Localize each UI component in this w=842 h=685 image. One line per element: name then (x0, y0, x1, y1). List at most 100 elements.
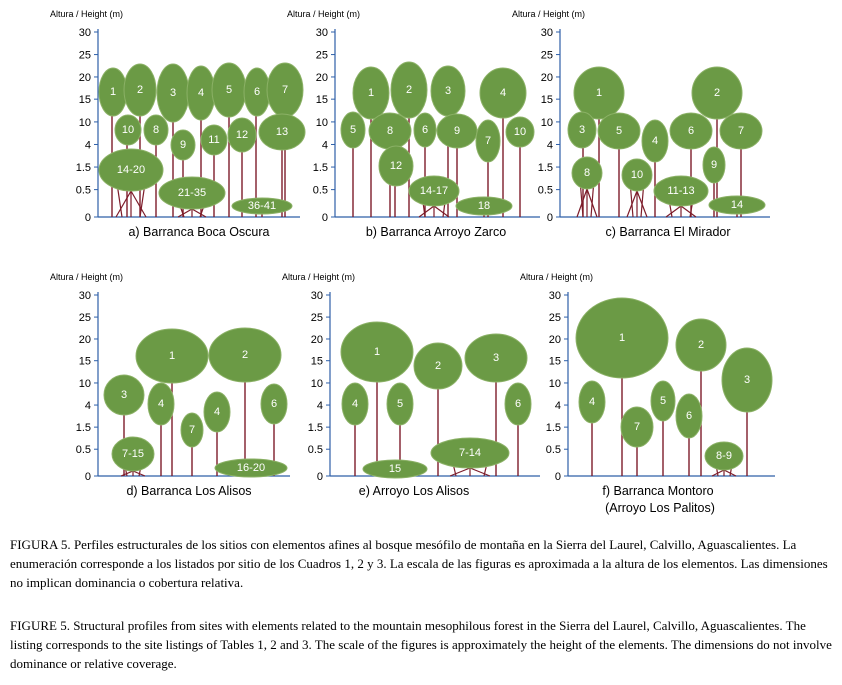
tree-crown-2 (675, 318, 727, 372)
tree-crown-7 (719, 112, 763, 150)
tree-crown-4 (578, 380, 606, 424)
y-tick-label: 10 (549, 378, 561, 390)
tree-crown-1 (352, 66, 390, 120)
tree-stem (191, 208, 207, 218)
tree-label: 12 (390, 160, 402, 172)
tree-stem (665, 205, 682, 218)
tree-crown-8 (571, 156, 603, 190)
tree-crown-11 (200, 124, 228, 156)
tree-label: 4 (352, 398, 358, 410)
tree-label: 14-20 (117, 164, 145, 176)
y-tick-label: 0.5 (76, 444, 91, 456)
y-axis-label: Altura / Height (m) (282, 272, 355, 282)
tree-label: 4 (198, 87, 204, 99)
tree-crown-4 (341, 382, 369, 426)
y-tick-label: 1.5 (538, 162, 553, 174)
tree-crown-10 (621, 158, 653, 192)
y-tick-label: 0.5 (308, 444, 323, 456)
y-tick-label: 25 (79, 50, 91, 62)
tree-crown-13 (258, 113, 306, 151)
tree-label: 2 (137, 84, 143, 96)
y-tick-label: 4 (85, 400, 91, 412)
y-tick-label: 10 (311, 378, 323, 390)
tree-label: 4 (652, 135, 658, 147)
tree-label: 8-9 (716, 450, 732, 462)
y-tick-label: 30 (541, 27, 553, 39)
tree-label: 14 (731, 199, 743, 211)
tree-crown-7-15 (111, 436, 155, 472)
tree-label: 3 (493, 352, 499, 364)
tree-crown-10 (114, 114, 142, 146)
tree-crown-9 (702, 146, 726, 184)
caption-english-lead: FIGURE 5. (10, 618, 70, 633)
tree-label: 7-14 (459, 447, 481, 459)
tree-label: 1 (596, 87, 602, 99)
tree-crown-2 (413, 342, 463, 390)
y-axis-label: Altura / Height (m) (287, 9, 360, 19)
y-tick-label: 0 (85, 471, 91, 483)
tree-stem (449, 467, 471, 477)
y-tick-label: 15 (316, 94, 328, 106)
tree-label: 10 (514, 126, 526, 138)
tree-crown-15 (362, 459, 428, 479)
tree-crown-2 (208, 327, 282, 383)
tree-label: 15 (389, 463, 401, 475)
tree-label: 7 (634, 421, 640, 433)
tree-crown-1 (573, 66, 625, 120)
tree-label: 7 (282, 84, 288, 96)
tree-label: 2 (435, 360, 441, 372)
y-tick-label: 20 (316, 72, 328, 84)
tree-stem (636, 190, 648, 218)
y-tick-label: 0.5 (313, 185, 328, 197)
tree-label: 7 (485, 135, 491, 147)
tree-crown-12 (227, 117, 257, 153)
y-tick-label: 15 (79, 94, 91, 106)
tree-crown-10 (505, 116, 535, 148)
y-tick-label: 1.5 (76, 422, 91, 434)
y-tick-label: 0.5 (546, 444, 561, 456)
tree-label: 8 (584, 167, 590, 179)
tree-crown-7 (475, 119, 501, 163)
tree-label: 8 (153, 124, 159, 136)
tree-label: 36-41 (248, 200, 276, 212)
tree-crown-4 (147, 382, 175, 426)
tree-stem (418, 205, 435, 218)
tree-crown-18 (455, 196, 513, 216)
tree-label: 3 (579, 124, 585, 136)
y-tick-label: 10 (541, 117, 553, 129)
y-tick-label: 10 (79, 117, 91, 129)
tree-label: 11 (208, 134, 219, 146)
tree-label: 13 (276, 126, 288, 138)
y-tick-label: 4 (322, 139, 328, 151)
y-tick-label: 1.5 (76, 162, 91, 174)
tree-label: 4 (214, 406, 220, 418)
tree-crown-11-13 (653, 175, 709, 207)
tree-stem (680, 205, 697, 218)
tree-crown-12 (378, 145, 414, 187)
tree-crown-14 (708, 195, 766, 215)
tree-crown-7 (180, 412, 204, 448)
tree-stem (576, 188, 588, 218)
tree-label: 1 (169, 350, 175, 362)
panel-c: Altura / Height (m) 30 25 20 15 10 4 1.5 0.5 0 1 2 3… (512, 9, 770, 239)
tree-crown-9 (170, 129, 196, 161)
y-tick-label: 4 (317, 400, 323, 412)
tree-crown-8 (143, 114, 169, 146)
tree-label: 5 (660, 395, 666, 407)
y-tick-label: 4 (85, 139, 91, 151)
tree-label: 2 (698, 339, 704, 351)
tree-label: 3 (170, 87, 176, 99)
tree-label: 5 (397, 398, 403, 410)
y-tick-label: 15 (79, 356, 91, 368)
y-tick-label: 25 (316, 50, 328, 62)
tree-crown-3 (103, 374, 145, 416)
y-tick-label: 25 (549, 312, 561, 324)
tree-label: 7 (738, 125, 744, 137)
y-tick-label: 0.5 (76, 185, 91, 197)
tree-label: 1 (619, 332, 625, 344)
panel-title: b) Barranca Arroyo Zarco (366, 225, 506, 239)
tree-crown-3 (721, 347, 773, 413)
y-tick-label: 10 (316, 117, 328, 129)
tree-label: 2 (242, 349, 248, 361)
